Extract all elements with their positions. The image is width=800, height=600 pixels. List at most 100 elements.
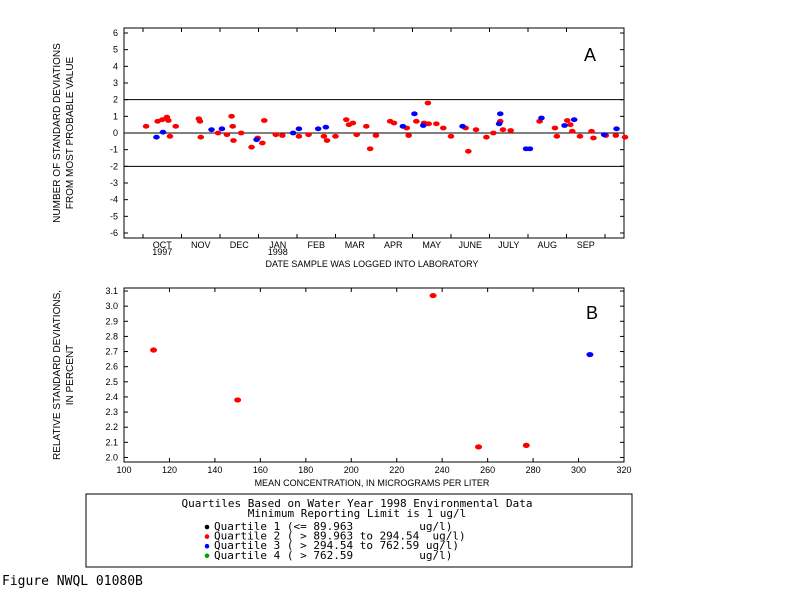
- panel-a-month-label: AUG: [537, 240, 557, 250]
- legend-item-text: Quartile 3 ( > 294.54 to 762.59 ug/l): [214, 539, 459, 552]
- panel-a-data-point: [228, 113, 235, 119]
- panel-a-data-point: [349, 120, 357, 126]
- panel-a-data-point: [363, 123, 370, 129]
- panel-a-data-point: [499, 127, 507, 133]
- panel-a-data-point: [588, 128, 595, 134]
- panel-a-data-point: [590, 135, 597, 141]
- panel-a-month-label: APR: [384, 240, 403, 250]
- panel-a-data-point: [172, 123, 180, 129]
- panel-a-year-label: 1997: [152, 247, 172, 257]
- panel-a-data-point: [229, 123, 237, 129]
- panel-a-data-point: [223, 132, 231, 138]
- panel-a-data-point: [538, 115, 545, 121]
- panel-b-x-tick-label: 100: [116, 465, 131, 475]
- panel-a-y-tick-label: 1: [113, 111, 118, 121]
- panel-a-y-tick-label: -3: [110, 178, 118, 188]
- panel-a-data-point: [372, 133, 380, 138]
- legend-marker: [204, 524, 210, 530]
- panel-a-data-point: [366, 146, 374, 152]
- panel-a-month-label: SEP: [577, 240, 595, 250]
- panel-a-data-point: [567, 122, 574, 128]
- panel-b-y-tick-label: 2.1: [105, 437, 118, 447]
- panel-a-y-axis-label: NUMBER OF STANDARD DEVIATIONS FROM MOST P…: [52, 43, 76, 223]
- panel-a-data-point: [208, 127, 215, 133]
- panel-a-y-tick-label: 4: [113, 61, 118, 71]
- panel-a-data-point: [259, 140, 266, 146]
- panel-a-data-point: [433, 121, 440, 127]
- panel-b-x-tick-label: 280: [526, 465, 541, 475]
- panel-a-data-point: [272, 132, 280, 138]
- panel-a-data-point: [490, 130, 497, 136]
- panel-a-data-point: [424, 100, 432, 106]
- panel-a-data-point: [568, 128, 576, 134]
- panel-b-data-point: [522, 442, 530, 448]
- panel-a-data-point: [248, 144, 255, 150]
- panel-a-data-point: [332, 133, 339, 139]
- panel-a-data-point: [405, 133, 412, 138]
- panel-a-data-point: [158, 117, 166, 123]
- panel-b-x-tick-label: 140: [207, 465, 222, 475]
- panel-a-data-point: [495, 121, 503, 127]
- panel-a-month-label: OCT: [153, 240, 173, 250]
- panel-a-data-point: [323, 138, 331, 143]
- panel-b-x-tick-label: 260: [480, 465, 495, 475]
- panel-a-data-point: [159, 129, 167, 135]
- panel-a-y-axis-label-line: FROM MOST PROBABLE VALUE: [65, 56, 76, 209]
- panel-a-data-point: [237, 130, 245, 136]
- panel-b-x-tick-label: 240: [435, 465, 450, 475]
- panel-a-data-point: [496, 111, 504, 117]
- panel-a-data-point: [425, 121, 432, 127]
- panel-a-data-point: [613, 126, 620, 132]
- panel-b-data-point: [150, 347, 158, 353]
- legend-item-text: Quartile 4 ( > 762.59 ug/l): [214, 549, 452, 562]
- panel-a-month-label: DEC: [230, 240, 250, 250]
- panel-b-data-point: [586, 351, 594, 358]
- panel-a-data-point: [553, 133, 561, 139]
- panel-b-x-tick-label: 300: [571, 465, 586, 475]
- panel-b-x-tick-label: 160: [253, 465, 268, 475]
- panel-a-year-label: 1998: [268, 247, 288, 257]
- panel-b-y-tick-label: 3.0: [105, 301, 118, 311]
- panel-b-y-tick-label: 2.4: [105, 392, 118, 402]
- panel-a-data-point: [279, 133, 286, 138]
- figure-label: Figure NWQL 01080B: [2, 574, 143, 589]
- panel-a-data-point: [320, 133, 328, 139]
- panel-a-month-label: NOV: [191, 240, 211, 250]
- legend-marker: [204, 543, 210, 549]
- panel-a-data-point: [576, 133, 584, 139]
- panel-b-data-point: [234, 397, 242, 403]
- panel-a-data-point: [563, 118, 571, 123]
- panel-a-data-point: [411, 111, 418, 117]
- panel-a-data-point: [342, 117, 350, 123]
- panel-a-data-point: [295, 133, 303, 139]
- panel-a-data-point: [218, 126, 226, 132]
- panel-a-y-tick-label: -6: [110, 228, 118, 238]
- panel-a-data-point: [197, 134, 205, 140]
- panel-a-data-point: [165, 118, 172, 123]
- panel-a-data-point: [600, 132, 608, 138]
- panel-b-x-axis-label: MEAN CONCENTRATION, IN MICROGRAMS PER LI…: [255, 478, 490, 488]
- panel-a-data-point: [153, 134, 160, 140]
- panel-a-data-point: [214, 130, 222, 136]
- panel-a-y-tick-label: 6: [113, 28, 118, 38]
- panel-a-y-tick-label: 2: [113, 95, 118, 105]
- panel-a-y-tick-label: -5: [110, 211, 118, 221]
- panel-a-y-tick-label: 5: [113, 45, 118, 55]
- panel-b-y-tick-label: 2.6: [105, 362, 118, 372]
- legend-title: Quartiles Based on Water Year 1998 Envir…: [182, 497, 533, 510]
- panel-a-data-point: [621, 134, 629, 140]
- panel-a-month-label: JULY: [498, 240, 519, 250]
- panel-b-y-tick-label: 2.8: [105, 331, 118, 341]
- panel-a-data-point: [305, 132, 312, 138]
- legend-item-text: Quartile 1 (<= 89.963 ug/l): [214, 520, 452, 533]
- panel-a-data-point: [570, 117, 578, 123]
- legend-marker: [204, 553, 210, 559]
- panel-a-y-tick-label: 0: [113, 128, 118, 138]
- panel-b-data-point: [429, 292, 437, 299]
- legend-box: [85, 493, 633, 568]
- panel-b-y-tick-label: 2.0: [105, 452, 118, 462]
- panel-a-data-point: [142, 123, 150, 129]
- panel-a-data-point: [459, 123, 466, 129]
- panel-a-month-label: JAN: [269, 240, 286, 250]
